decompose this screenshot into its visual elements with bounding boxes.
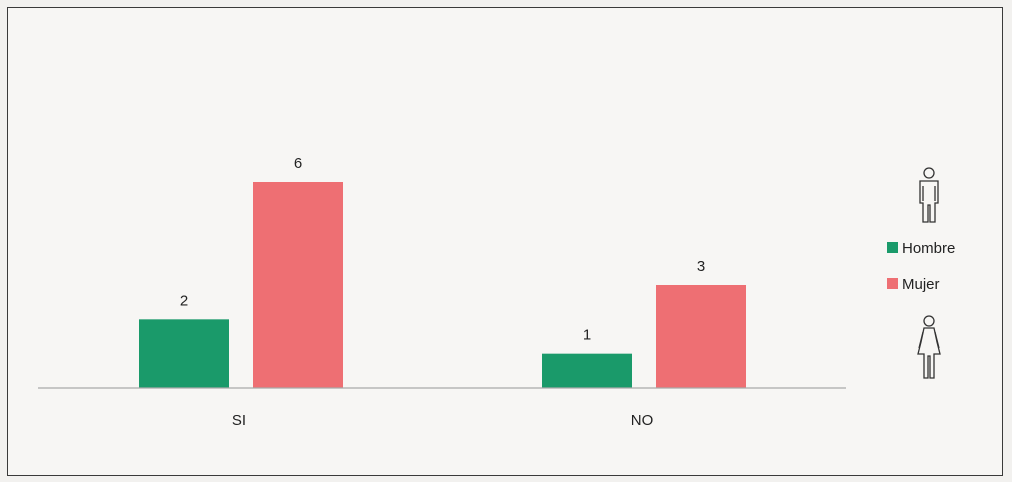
data-label-mujer-no: 3 — [697, 258, 705, 275]
bar-hombre-si — [139, 319, 229, 388]
data-label-hombre-no: 1 — [583, 327, 591, 344]
bar-mujer-no — [656, 285, 746, 388]
legend-swatch-hombre — [887, 242, 898, 253]
bar-mujer-si — [253, 182, 343, 388]
category-label-no: NO — [631, 412, 654, 429]
labels-layer: 2 6 SI 1 3 NO — [180, 155, 705, 429]
legend-label-mujer: Mujer — [902, 276, 940, 293]
legend-swatch-mujer — [887, 278, 898, 289]
male-figure-icon — [919, 167, 939, 223]
data-label-hombre-si: 2 — [180, 292, 188, 309]
legend: Hombre Mujer — [887, 167, 955, 379]
bar-hombre-no — [542, 353, 632, 388]
female-figure-icon — [917, 315, 941, 379]
legend-label-hombre: Hombre — [902, 240, 955, 257]
chart-frame — [7, 7, 1003, 476]
data-label-mujer-si: 6 — [294, 155, 302, 172]
bars-layer — [139, 182, 746, 388]
category-label-si: SI — [232, 412, 246, 429]
